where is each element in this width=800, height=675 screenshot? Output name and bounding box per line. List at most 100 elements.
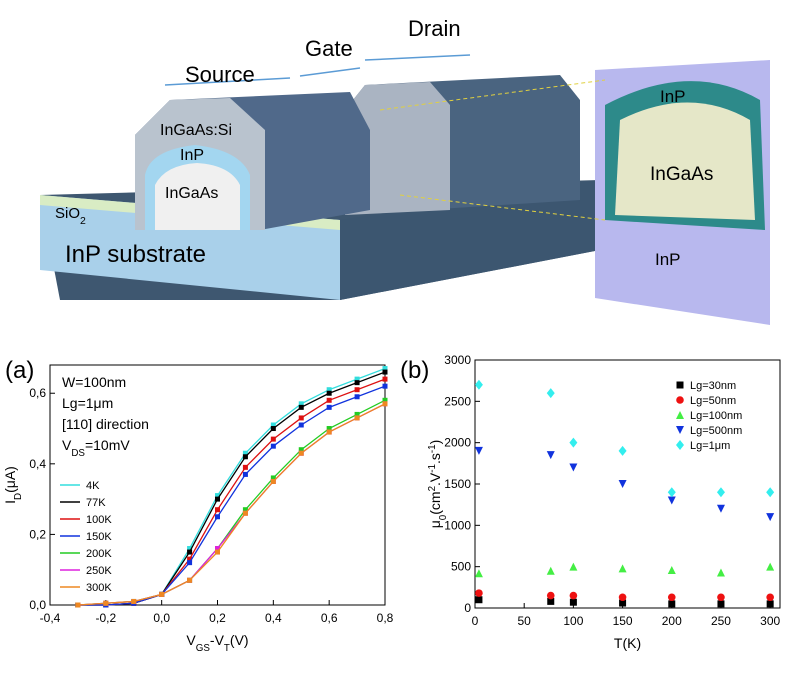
data-point [547,597,555,605]
legend-label: 100K [86,514,112,526]
data-point [546,388,555,399]
y-tick-label: 0,2 [29,527,46,541]
legend-swatch [676,411,684,419]
data-point [569,437,578,448]
data-point [215,546,220,552]
legend-label: 4K [86,480,100,492]
data-point [382,401,388,407]
label: InGaAs [650,164,713,185]
data-point [215,496,220,502]
y-tick-label: 3000 [444,353,471,367]
text-part: 2 [80,215,86,227]
x-tick-label: 200 [662,614,682,628]
x-axis-label: VGS-VT(V) [186,632,248,654]
text-part: [110] direction [62,416,149,432]
data-point [546,591,555,600]
drain-front [345,82,450,215]
data-point [326,397,332,403]
data-point [242,464,248,470]
data-point [474,446,483,455]
y-tick-label: 0 [464,601,471,615]
text-part: T(K) [614,635,641,651]
y-tick-label: 1000 [444,518,471,532]
legend-label: 77K [86,497,106,509]
label: Source [185,62,255,87]
data-point [546,566,555,575]
text-part: D [13,493,24,500]
text-part: 0 [438,514,449,520]
x-tick-label: 0,4 [265,611,282,625]
data-point [766,513,775,522]
guide-line [379,79,606,111]
text-part: -1 [427,464,438,473]
data-point [474,569,483,578]
text-part: .s [427,453,443,464]
data-point [187,560,193,566]
data-point [298,422,304,428]
annotation: VDS=10mV [62,437,130,459]
label: InGaAs [165,185,218,202]
data-point [354,415,360,421]
legend-label: Lg=100nm [690,410,742,422]
data-point [382,369,388,375]
data-point [667,487,676,498]
text-part: SiO [55,205,80,222]
data-point [474,379,483,390]
data-point [242,471,248,477]
data-point [546,451,555,460]
data-point [298,447,304,453]
data-point [270,426,276,432]
legend-label: Lg=500nm [690,425,742,437]
legend-label: Lg=50nm [690,395,736,407]
device-illustration: Source Gate Drain InGaAs:Si InP InGaAs S… [40,16,770,325]
legend-label: 150K [86,531,112,543]
data-point [717,593,725,602]
legend-label: 250K [86,565,112,577]
data-point [187,549,193,555]
legend-swatch [676,440,684,450]
legend-swatch [676,396,684,404]
data-point [667,496,676,505]
label: Gate [305,36,353,61]
x-tick-label: 50 [518,614,532,628]
y-axis-label: ID(μA) [2,466,24,504]
text-part: μ [427,520,443,528]
label: Drain [408,16,461,41]
y-tick-label: 2500 [444,394,471,408]
legend-label: 300K [86,582,112,594]
text-part: V [62,437,72,453]
ingaas-core [155,163,240,230]
data-point [270,478,276,484]
data-point [187,546,193,552]
legend-label: 200K [86,548,112,560]
label: InP [655,250,681,269]
panel-label: (a) [5,357,34,384]
label: InGaAs:Si [160,122,232,139]
x-tick-label: 0,6 [321,611,338,625]
legend-label: Lg=30nm [690,380,736,392]
text-part: .V [427,472,443,486]
data-point [270,475,276,481]
data-point [75,602,81,608]
text-part: V [186,632,196,648]
text-part: DS [71,448,85,459]
data-point [618,564,627,573]
text-part: -V [210,632,225,648]
series-line [77,378,386,606]
y-tick-label: 2000 [444,436,471,450]
data-point [382,383,388,389]
y-axis-label: μ0(cm2.V-1.s-1) [427,440,449,529]
data-point [326,404,332,410]
text-part: ) [427,440,443,445]
data-point [716,568,725,577]
data-point [569,591,578,600]
x-tick-label: 100 [563,614,583,628]
text-part: (V) [230,632,249,648]
gate-arrow [299,67,361,77]
data-point [242,450,248,456]
data-point [569,463,578,472]
data-point [354,411,360,417]
data-point [326,387,332,393]
legend-swatch [676,426,684,434]
data-point [215,493,220,499]
